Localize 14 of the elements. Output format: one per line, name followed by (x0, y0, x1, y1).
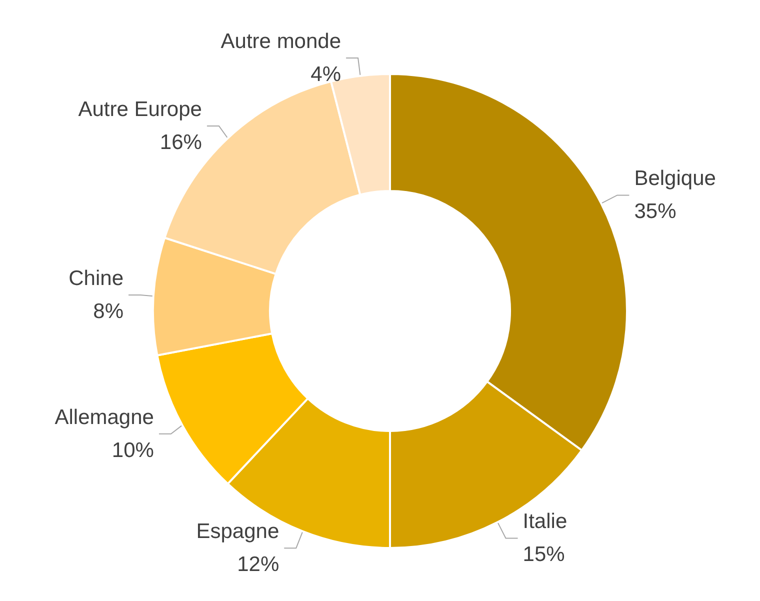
slice-label: Autre monde (220, 30, 342, 54)
slice-label: Autre Europe (78, 98, 202, 122)
slice-label: Allemagne (54, 406, 154, 429)
data-label: 15% (522, 543, 565, 566)
data-label: 16% (160, 131, 202, 154)
data-label: 10% (112, 438, 154, 462)
data-label: 12% (237, 553, 280, 576)
slice-label: Italie (522, 510, 568, 534)
slice-label: Chine (68, 266, 124, 290)
slice-label: Belgique (634, 167, 716, 190)
slice-label: Espagne (196, 520, 280, 544)
data-label: 4% (310, 63, 342, 86)
data-label: 35% (634, 200, 676, 224)
data-label: 8% (93, 300, 124, 323)
